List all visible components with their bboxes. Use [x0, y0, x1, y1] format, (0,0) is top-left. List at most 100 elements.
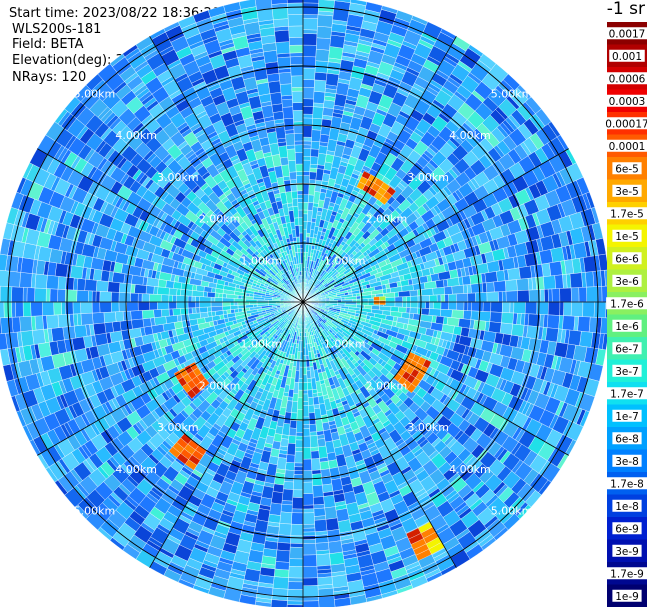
ppi-gate	[302, 136, 312, 142]
ppi-gate	[316, 553, 331, 567]
ppi-gate	[302, 531, 316, 537]
ppi-gate	[469, 273, 483, 285]
ppi-gate	[199, 301, 212, 308]
ppi-gate	[293, 470, 304, 475]
ppi-gate	[302, 470, 313, 483]
ppi-gate	[195, 301, 200, 308]
ppi-gate	[210, 296, 216, 303]
ppi-gate	[293, 466, 304, 471]
ppi-gate	[315, 534, 329, 544]
colorbar-label: 0.0006	[609, 73, 646, 85]
ring-label: 3.00km	[407, 421, 449, 434]
ppi-gate	[222, 309, 228, 315]
ppi-gate	[222, 305, 231, 311]
ppi-gate	[309, 431, 318, 437]
ppi-gate	[307, 389, 314, 398]
ppi-gate	[0, 269, 10, 287]
ppi-gate	[444, 294, 449, 303]
ppi-gate	[302, 435, 311, 448]
ppi-gate	[100, 269, 111, 282]
ppi-gate	[440, 294, 446, 303]
ppi-gate	[475, 292, 488, 303]
ppi-gate	[11, 301, 16, 318]
ppi-gate	[20, 257, 35, 274]
ppi-gate	[270, 599, 288, 607]
ppi-gate	[80, 301, 93, 314]
ppi-gate	[292, 236, 297, 242]
ppi-gate	[318, 445, 328, 459]
ppi-gate	[253, 304, 258, 308]
ppi-gate	[456, 293, 469, 303]
ppi-gate	[478, 311, 491, 322]
ppi-gate	[295, 439, 304, 448]
ppi-gate	[273, 18, 289, 28]
ppi-gate	[288, 577, 304, 583]
ppi-gate	[34, 315, 44, 331]
ppi-gate	[0, 317, 10, 334]
ppi-gate	[214, 292, 220, 298]
ppi-gate	[302, 543, 317, 556]
ppi-gate	[279, 438, 289, 448]
ppi-gate	[292, 102, 304, 111]
ppi-gate	[306, 370, 312, 379]
ppi-gate	[308, 404, 315, 414]
ppi-gate	[435, 279, 445, 289]
ppi-gate	[72, 301, 82, 315]
ppi-gate	[288, 566, 304, 579]
ppi-gate	[22, 301, 32, 317]
ppi-gate	[180, 313, 190, 322]
ppi-gate	[302, 106, 314, 115]
ppi-gate	[302, 44, 317, 58]
ppi-gate	[272, 483, 284, 493]
ppi-gate	[302, 447, 312, 460]
ppi-gate	[302, 79, 315, 88]
ppi-gate	[0, 285, 13, 303]
ppi-gate	[309, 423, 317, 433]
ppi-gate	[302, 140, 312, 146]
ppi-gate	[11, 286, 24, 303]
ppi-gate	[543, 275, 556, 290]
ppi-gate	[302, 458, 313, 471]
ppi-gate	[95, 290, 101, 303]
ppi-gate	[294, 451, 304, 464]
ppi-gate	[310, 140, 321, 150]
ppi-gate	[269, 92, 283, 106]
ppi-gate	[199, 296, 212, 303]
ppi-gate	[312, 106, 324, 120]
ring-label: 3.00km	[157, 421, 199, 434]
ppi-gate	[298, 217, 304, 226]
ppi-gate	[287, 2, 304, 15]
ppi-gate	[19, 316, 33, 332]
ppi-gate	[195, 307, 201, 314]
ppi-gate	[302, 512, 315, 525]
ppi-gate	[433, 301, 442, 310]
ppi-gate	[302, 416, 310, 425]
ppi-gate	[549, 261, 563, 277]
ppi-gate	[314, 519, 328, 532]
ppi-gate	[230, 309, 236, 314]
ppi-gate	[545, 327, 559, 343]
ppi-gate	[325, 72, 340, 87]
ppi-gate	[137, 293, 143, 303]
ppi-gate	[269, 502, 282, 516]
ppi-gate	[131, 318, 145, 330]
ppi-gate	[302, 366, 307, 376]
ppi-gate	[311, 458, 321, 471]
ppi-gate	[302, 585, 319, 598]
ppi-gate	[11, 316, 21, 333]
ppi-gate	[562, 315, 576, 331]
ppi-gate	[54, 262, 69, 278]
ppi-gate	[274, 29, 290, 43]
ppi-gate	[191, 307, 197, 314]
ppi-gate	[394, 296, 403, 303]
ppi-gate	[271, 6, 289, 20]
ppi-gate	[356, 295, 361, 300]
ppi-gate	[256, 82, 271, 96]
ppi-gate	[296, 175, 304, 184]
ppi-gate	[267, 80, 282, 94]
ppi-gate	[302, 209, 309, 215]
ppi-gate	[288, 427, 297, 437]
ppi-gate	[142, 317, 152, 328]
ppi-gate	[302, 481, 314, 494]
